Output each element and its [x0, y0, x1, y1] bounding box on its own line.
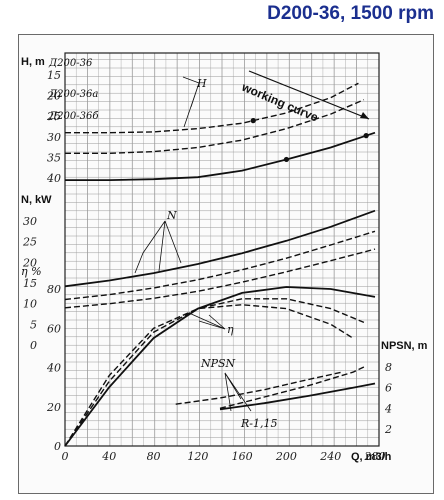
- head-curve-2: [65, 82, 359, 134]
- chart-title: D200-36, 1500 rpm: [267, 3, 434, 24]
- head-series-label: Д200-36б: [48, 111, 99, 122]
- npsh-tick-label: 4: [384, 402, 392, 415]
- efficiency-curve-1: [64, 298, 365, 447]
- head-tick-label: 20: [46, 90, 61, 103]
- power-tick-label: 30: [23, 215, 37, 228]
- power-tick-label: 20: [22, 256, 37, 269]
- efficiency-annotation: η: [227, 323, 234, 336]
- x-tick-label: 280: [364, 450, 386, 463]
- efficiency-tick-label: 20: [46, 401, 61, 414]
- npsh-axis-label: NPSN, m: [381, 340, 428, 352]
- npsh-tick-label: 2: [384, 423, 392, 436]
- head-curve-0: [65, 131, 376, 182]
- head-data-point: [250, 118, 256, 124]
- x-tick-label: 240: [319, 450, 341, 463]
- power-curve-0: [64, 209, 376, 288]
- npsh-curve-2: [175, 371, 342, 405]
- power-tick-label: 10: [23, 298, 37, 311]
- x-axis-label: Q, m3/h: [351, 451, 392, 463]
- power-tick-label: 5: [30, 318, 37, 331]
- npsh-curve-1: [219, 366, 365, 409]
- head-data-point: [363, 133, 369, 139]
- power-curve-1: [64, 230, 376, 301]
- power-axis-label: N, kW: [21, 194, 52, 206]
- head-tick-label: 30: [47, 131, 61, 144]
- x-tick-label: 40: [101, 450, 116, 463]
- x-tick-label: 200: [275, 450, 297, 463]
- working-curve-arrowhead: [360, 112, 369, 119]
- x-tick-label: 0: [62, 450, 69, 463]
- efficiency-curve-0: [64, 286, 376, 447]
- working-curve-arrow: [248, 70, 370, 120]
- efficiency-annotation-leader: [188, 312, 226, 330]
- efficiency-tick-label: 80: [47, 283, 61, 296]
- efficiency-tick-label: 60: [47, 322, 61, 335]
- npsh-annotation: NPSN: [200, 357, 236, 370]
- power-annotation-leader: [134, 220, 182, 274]
- npsh-annotation-leader: [224, 372, 252, 412]
- head-series-label: Д200-36а: [48, 89, 98, 100]
- grid-lines: [64, 53, 380, 447]
- head-tick-label: 15: [47, 69, 61, 82]
- chart-panel: 0 40 80 120 160 200 240 280 Q, m3/h 40 35 30 25 20 15 H…: [18, 34, 434, 494]
- head-annotation: H: [196, 77, 207, 90]
- efficiency-tick-label: 40: [46, 362, 61, 375]
- power-tick-label: 25: [22, 236, 37, 249]
- head-tick-label: 25: [46, 110, 61, 123]
- head-axis-label: H, m: [21, 56, 45, 68]
- head-data-point: [283, 156, 290, 163]
- working-curve-label: working curve: [239, 79, 321, 124]
- npsh-tick-label: 6: [385, 382, 392, 395]
- x-tick-label: 160: [232, 450, 253, 463]
- power-curve-2: [64, 248, 376, 309]
- power-tick-label: 0: [30, 339, 37, 352]
- efficiency-tick-label: 0: [54, 440, 61, 453]
- power-annotation: N: [166, 209, 177, 222]
- power-tick-label: 15: [23, 277, 37, 290]
- head-tick-label: 40: [46, 172, 61, 185]
- x-tick-label: 80: [147, 450, 161, 463]
- head-curve-1: [65, 99, 365, 155]
- head-series-label: Д200-36: [48, 58, 93, 69]
- x-tick-label: 120: [187, 450, 208, 463]
- npsh-curve-0: [219, 382, 376, 411]
- head-tick-label: 35: [47, 151, 61, 164]
- head-annotation-leader: [182, 76, 200, 128]
- npsh-tick-label: 8: [385, 361, 392, 374]
- npsh-r-label: R-1,15: [240, 417, 278, 430]
- efficiency-curve-2: [64, 303, 354, 447]
- efficiency-axis-label: η %: [21, 265, 42, 278]
- plot-area-frame: [64, 52, 380, 447]
